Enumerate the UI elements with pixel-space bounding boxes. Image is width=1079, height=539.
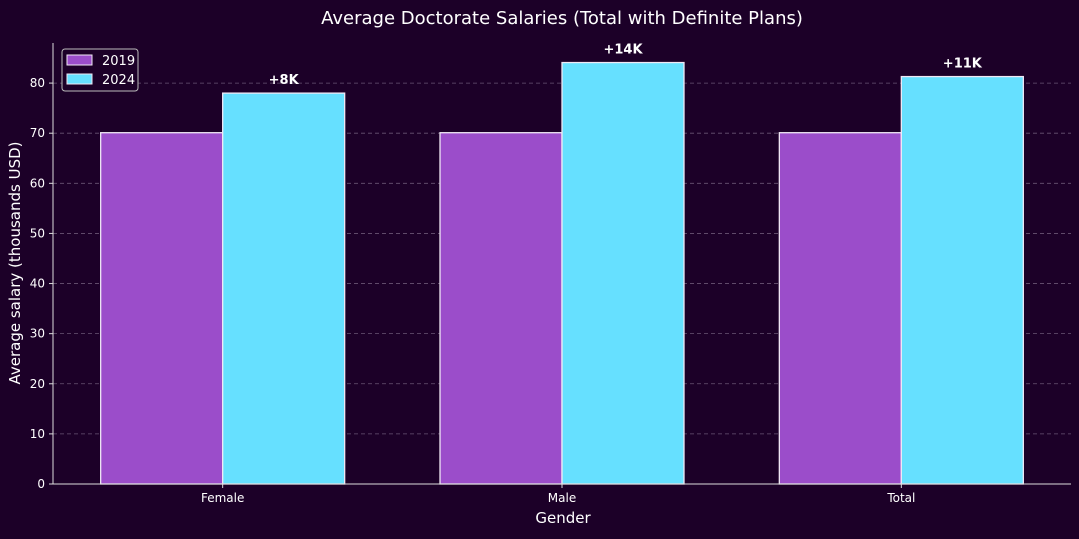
y-tick-label: 20	[30, 377, 45, 391]
data-label: +11K	[943, 57, 983, 72]
y-tick-label: 0	[37, 477, 45, 491]
bar-2024-male	[561, 61, 685, 485]
y-tick-label: 70	[30, 126, 45, 140]
bar-2019-male	[439, 132, 563, 485]
chart-title: Average Doctorate Salaries (Total with D…	[321, 8, 803, 29]
data-label: +8K	[269, 73, 300, 88]
legend: 2019 2024	[61, 48, 139, 92]
y-tick-label: 10	[30, 427, 45, 441]
y-tick-label: 50	[30, 226, 45, 240]
y-tick-label: 80	[30, 76, 45, 90]
y-tick-label: 30	[30, 327, 45, 341]
x-tick-label: Total	[886, 491, 915, 505]
legend-label: 2019	[102, 54, 135, 69]
x-tick-label: Female	[201, 491, 244, 505]
bar-2019-total	[778, 132, 902, 485]
legend-swatch	[66, 54, 93, 66]
y-tick-label: 60	[30, 176, 45, 190]
y-axis-label: Average salary (thousands USD)	[6, 142, 24, 385]
data-label: +14K	[603, 43, 643, 58]
bar-2024-female	[222, 92, 346, 485]
legend-swatch	[66, 73, 93, 85]
x-axis-label: Gender	[535, 509, 591, 527]
x-tick-label: Male	[548, 491, 576, 505]
y-tick-label: 40	[30, 277, 45, 291]
bar-2024-total	[900, 75, 1024, 485]
bar-2019-female	[100, 132, 224, 485]
legend-label: 2024	[102, 73, 135, 88]
